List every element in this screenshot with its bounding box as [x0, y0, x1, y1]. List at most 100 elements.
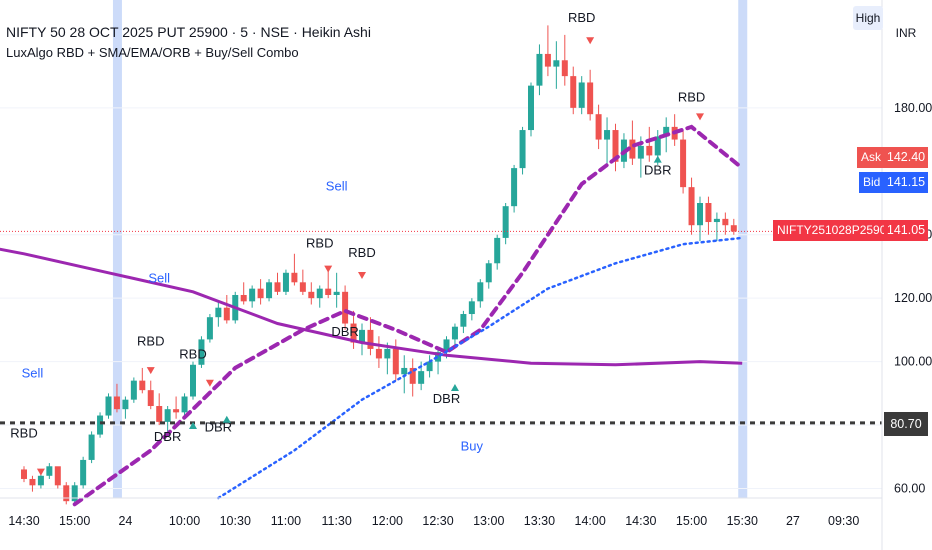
- candle-body: [418, 371, 425, 384]
- price-tick-label: 100.00: [894, 355, 932, 369]
- signal-label: DBR: [154, 429, 181, 444]
- sell-arrow: [696, 113, 704, 121]
- candle-body: [392, 348, 399, 375]
- candle-body: [604, 130, 611, 140]
- candle-body: [215, 307, 222, 318]
- candle-body: [266, 282, 273, 299]
- time-tick-label: 14:30: [8, 514, 39, 528]
- candle-body: [316, 288, 323, 299]
- candle-body: [680, 139, 687, 188]
- time-tick-label: 10:00: [169, 514, 200, 528]
- candle-body: [139, 380, 146, 391]
- candle-body: [460, 314, 467, 327]
- candle-body: [561, 60, 568, 77]
- session-highlights: [112, 0, 748, 498]
- candle-body: [722, 218, 729, 226]
- chart-legend: NIFTY 50 28 OCT 2025 PUT 25900 · 5 · NSE…: [6, 24, 371, 60]
- candle-body: [612, 130, 619, 162]
- signal-label: Sell: [326, 178, 348, 193]
- ask-price: 142.40: [884, 147, 928, 168]
- time-tick-label: 10:30: [220, 514, 251, 528]
- candle-body: [359, 329, 365, 343]
- candle-body: [494, 237, 501, 264]
- time-tick-label: 13:00: [473, 514, 504, 528]
- candle-body: [105, 396, 112, 416]
- candle-body: [325, 288, 332, 295]
- sell-arrow: [324, 265, 333, 273]
- candle-body: [697, 203, 703, 226]
- candle-body: [435, 352, 442, 362]
- signal-label: RBD: [678, 90, 705, 105]
- high-button[interactable]: High: [853, 6, 883, 30]
- candle-body: [80, 459, 87, 486]
- time-tick-label: 14:00: [575, 514, 606, 528]
- buy-arrow: [189, 422, 197, 430]
- candle-body: [485, 263, 492, 283]
- candle-body: [342, 291, 349, 324]
- candle-body: [443, 339, 450, 353]
- candle-body: [451, 326, 458, 340]
- candle-body: [511, 168, 518, 207]
- sell-arrow: [586, 37, 595, 45]
- sma-line: [0, 247, 743, 367]
- candle-body: [646, 145, 653, 156]
- candle-body: [578, 82, 585, 108]
- candle-body: [519, 130, 526, 169]
- candle-body: [156, 406, 163, 422]
- candle-body: [181, 396, 188, 413]
- signal-label: RBD: [10, 426, 37, 441]
- signal-label: Sell: [148, 270, 170, 285]
- candle-body: [257, 288, 264, 299]
- price-tick-label: 120.00: [894, 291, 932, 305]
- signal-label: DBR: [331, 324, 358, 339]
- trail-line: [217, 236, 744, 500]
- candle-body: [333, 291, 340, 295]
- signal-label: RBD: [306, 235, 333, 250]
- candle-body: [88, 434, 95, 460]
- buy-arrow: [450, 383, 459, 391]
- candle-body: [637, 145, 644, 159]
- indicator-lines: [0, 124, 882, 507]
- candle-body: [173, 409, 180, 413]
- currency-button[interactable]: INR: [895, 26, 917, 40]
- candle-body: [587, 82, 594, 115]
- symbol-title[interactable]: NIFTY 50 28 OCT 2025 PUT 25900 · 5 · NSE…: [6, 24, 371, 40]
- candle-body: [21, 469, 27, 479]
- candle-body: [147, 390, 154, 407]
- indicator-title[interactable]: LuxAlgo RBD + SMA/EMA/ORB + Buy/Sell Com…: [6, 45, 299, 60]
- candle-body: [240, 294, 247, 302]
- candle-body: [190, 364, 196, 397]
- candle-body: [713, 218, 720, 223]
- symbol-price-label: NIFTY251028P25900: [773, 220, 898, 241]
- time-tick-label: 15:30: [727, 514, 758, 528]
- candle-body: [705, 203, 712, 223]
- candle-body: [71, 485, 78, 502]
- candles: [21, 25, 737, 505]
- time-tick-label: 15:00: [676, 514, 707, 528]
- candle-body: [536, 53, 543, 86]
- candle-body: [54, 466, 61, 486]
- time-tick-label: 14:30: [625, 514, 656, 528]
- buy-arrow: [222, 415, 231, 423]
- candle-body: [249, 288, 256, 302]
- candle-body: [350, 323, 357, 343]
- signal-label: RBD: [137, 334, 164, 349]
- bid-label: Bid: [859, 172, 885, 193]
- signal-label: RBD: [179, 346, 206, 361]
- candle-body: [409, 367, 416, 384]
- signal-label: RBD: [568, 10, 595, 25]
- candle-body: [553, 60, 560, 67]
- signal-label: RBD: [348, 245, 375, 260]
- session-highlight: [738, 0, 748, 498]
- candle-body: [654, 136, 661, 156]
- signal-label: DBR: [433, 391, 460, 406]
- candle-body: [528, 85, 534, 131]
- candle-body: [629, 139, 636, 159]
- signal-markers: RBD Sell RBD DBR Sell RBD DBR RBD DBR Sell RBD DBR B…: [10, 10, 705, 476]
- candle-body: [37, 475, 44, 486]
- price-tick-label: 180.00: [894, 101, 932, 115]
- last-price: 141.05: [884, 220, 928, 241]
